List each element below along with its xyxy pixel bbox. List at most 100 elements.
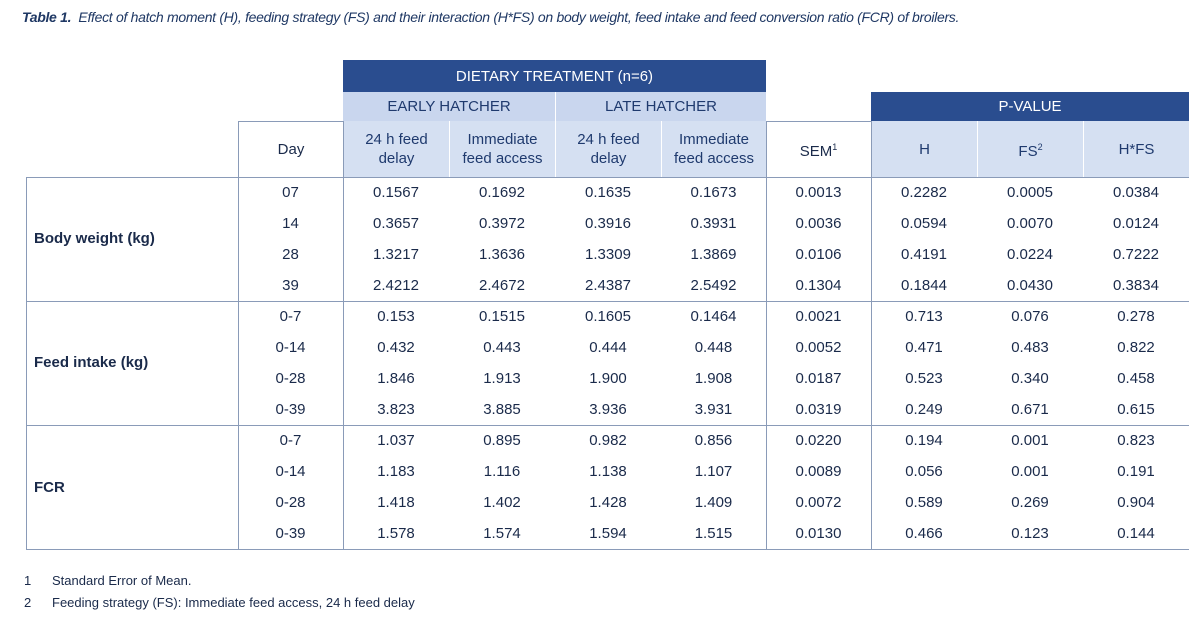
cell-late-immediate: 0.1464: [690, 308, 737, 325]
cell-p-h: 0.713: [905, 308, 943, 325]
cell-p-h: 0.589: [905, 494, 943, 511]
cell-late-24h-delay: 1.594: [589, 525, 627, 542]
cell-late-immediate: 0.856: [694, 432, 733, 449]
late-imm-line1: Immediate: [678, 131, 749, 148]
cell-sem: 0.0106: [795, 246, 842, 263]
cell-early-24h-delay: 0.153: [377, 308, 415, 325]
cell-p-h: 0.0594: [901, 215, 947, 232]
sem-column-header: SEM1: [767, 121, 870, 177]
early-immediate-header: Immediate feed access: [450, 121, 555, 177]
grid-line: [871, 121, 872, 549]
cell-p-h: 0.249: [905, 401, 943, 418]
late-24h-line2: delay: [590, 150, 627, 167]
late-immediate-header: Immediate feed access: [662, 121, 766, 177]
cell-sem: 0.1304: [795, 277, 842, 294]
cell-early-immediate: 1.574: [483, 525, 521, 542]
cell-p-fs: 0.269: [1011, 494, 1049, 511]
grid-line: [766, 121, 767, 549]
grid-line: [26, 177, 27, 549]
cell-early-24h-delay: 0.3657: [373, 215, 419, 232]
cell-p-fs: 0.123: [1011, 525, 1049, 542]
grid-line: [238, 121, 239, 549]
cell-early-24h-delay: 2.4212: [373, 277, 419, 294]
cell-p-h: 0.466: [905, 525, 943, 542]
footnote-2-text: Feeding strategy (FS): Immediate feed ac…: [52, 595, 415, 610]
late-hatcher-header: LATE HATCHER: [556, 92, 766, 121]
h-column-header: H: [872, 121, 977, 177]
group-label-body-weight: Body weight (kg): [34, 230, 155, 247]
cell-p-h: 0.4191: [901, 246, 947, 263]
cell-early-immediate: 0.443: [483, 339, 521, 356]
day-header-text: Day: [277, 140, 305, 158]
cell-late-immediate: 1.409: [694, 494, 733, 511]
cell-early-immediate: 2.4672: [479, 277, 525, 294]
fs-column-header: FS2: [978, 121, 1083, 177]
fs-sup: 2: [1037, 141, 1043, 152]
cell-p-hfs: 0.822: [1117, 339, 1155, 356]
grid-line: [26, 301, 1189, 302]
cell-late-24h-delay: 3.936: [589, 401, 627, 418]
cell-day: 0-39: [275, 525, 306, 542]
h-text: H: [919, 140, 930, 158]
cell-p-fs: 0.340: [1011, 370, 1049, 387]
cell-early-immediate: 1.3636: [479, 246, 525, 263]
cell-day: 07: [282, 184, 299, 201]
cell-p-hfs: 0.144: [1117, 525, 1155, 542]
cell-late-immediate: 1.908: [694, 370, 733, 387]
cell-p-hfs: 0.191: [1117, 463, 1155, 480]
group-label-feed-intake: Feed intake (kg): [34, 354, 149, 371]
cell-early-immediate: 1.913: [483, 370, 521, 387]
cell-p-hfs: 0.0384: [1113, 184, 1159, 201]
late-24h-line1: 24 h feed: [577, 131, 640, 148]
cell-late-immediate: 2.5492: [690, 277, 737, 294]
cell-late-24h-delay: 1.900: [589, 370, 627, 387]
cell-p-hfs: 0.823: [1117, 432, 1155, 449]
cell-p-fs: 0.001: [1011, 463, 1049, 480]
footnote-2: 2 Feeding strategy (FS): Immediate feed a…: [24, 595, 415, 610]
cell-p-h: 0.471: [905, 339, 943, 356]
cell-day: 0-14: [275, 463, 306, 480]
cell-early-24h-delay: 0.432: [377, 339, 415, 356]
early-24h-line2: delay: [378, 150, 415, 167]
cell-early-immediate: 1.402: [483, 494, 521, 511]
early-imm-line2: feed access: [462, 150, 543, 167]
late-imm-line2: feed access: [673, 150, 755, 167]
fs-text: FS: [1018, 142, 1038, 160]
cell-early-24h-delay: 3.823: [377, 401, 415, 418]
cell-sem: 0.0319: [795, 401, 842, 418]
cell-early-immediate: 0.895: [483, 432, 521, 449]
cell-p-fs: 0.483: [1011, 339, 1049, 356]
cell-late-24h-delay: 0.444: [589, 339, 627, 356]
cell-sem: 0.0072: [795, 494, 842, 511]
cell-sem: 0.0187: [795, 370, 842, 387]
cell-day: 14: [282, 215, 299, 232]
cell-day: 0-14: [275, 339, 306, 356]
footnote-1-number: 1: [24, 573, 32, 588]
grid-line: [26, 549, 1189, 550]
grid-line: [343, 121, 344, 549]
cell-late-24h-delay: 1.428: [589, 494, 627, 511]
table-caption-text: Effect of hatch moment (H), feeding stra…: [78, 9, 960, 25]
cell-p-fs: 0.0224: [1007, 246, 1053, 263]
early-imm-line1: Immediate: [467, 131, 538, 148]
cell-p-fs: 0.0070: [1007, 215, 1053, 232]
cell-p-hfs: 0.458: [1117, 370, 1155, 387]
cell-p-fs: 0.001: [1011, 432, 1049, 449]
cell-late-24h-delay: 1.138: [589, 463, 627, 480]
cell-p-h: 0.056: [905, 463, 943, 480]
cell-p-fs: 0.076: [1011, 308, 1049, 325]
cell-day: 28: [282, 246, 299, 263]
cell-late-immediate: 0.448: [694, 339, 733, 356]
cell-p-hfs: 0.904: [1117, 494, 1155, 511]
cell-early-immediate: 0.3972: [479, 215, 525, 232]
cell-day: 0-28: [275, 370, 306, 387]
cell-late-immediate: 1.3869: [690, 246, 737, 263]
cell-day: 0-28: [275, 494, 306, 511]
day-column-header: Day: [239, 121, 343, 177]
cell-late-24h-delay: 0.982: [589, 432, 627, 449]
late-24h-delay-header: 24 h feed delay: [556, 121, 661, 177]
cell-late-24h-delay: 0.1605: [585, 308, 631, 325]
cell-early-24h-delay: 1.846: [377, 370, 415, 387]
cell-early-immediate: 1.116: [483, 463, 521, 480]
cell-day: 0-7: [279, 308, 302, 325]
